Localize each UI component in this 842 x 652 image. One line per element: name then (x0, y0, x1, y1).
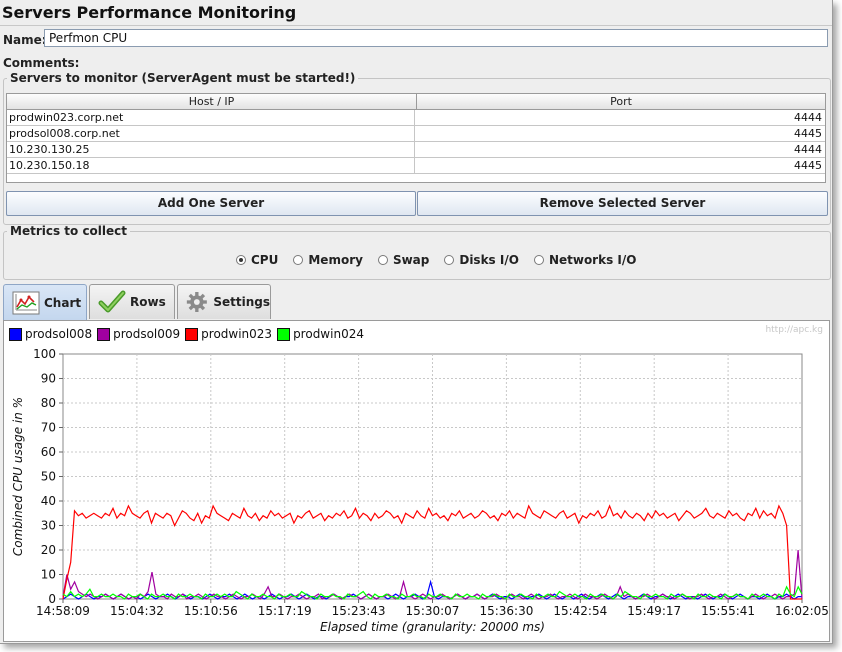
metrics-group: Metrics to collect (3, 224, 831, 280)
gear-icon (186, 291, 207, 313)
cpu-line-chart: 0 10 20 30 40 50 60 70 80 90 100 14:58:09 15:04:32 15… (11, 347, 829, 634)
app-window: Servers Performance Monitoring Name: Com… (0, 0, 833, 644)
chart-panel: prodsol008 prodsol009 prodwin023 prodwin… (3, 320, 830, 642)
legend-swatch (9, 327, 22, 341)
radio-label: Swap (392, 253, 430, 267)
remove-server-button[interactable]: Remove Selected Server (417, 191, 828, 216)
radio-cpu[interactable]: CPU (236, 253, 278, 267)
metrics-group-legend: Metrics to collect (10, 224, 128, 238)
table-row[interactable]: prodsol008.corp.net 4445 (7, 126, 825, 142)
tab-label: Rows (130, 295, 166, 309)
radio-disks-io[interactable]: Disks I/O (444, 253, 519, 267)
column-header-port[interactable]: Port (610, 95, 632, 108)
y-tick-label: 20 (41, 543, 56, 557)
port-cell[interactable]: 4444 (794, 111, 822, 124)
series-line-prodwin023 (62, 504, 802, 600)
legend-label: prodwin024 (293, 327, 364, 341)
radio-icon[interactable] (533, 255, 544, 265)
legend-item: prodsol009 (97, 327, 180, 341)
x-tick-label: 15:23:43 (332, 604, 386, 618)
series-line-prodwin024 (62, 585, 803, 600)
legend-item: prodsol008 (9, 327, 92, 341)
y-tick-label: 100 (33, 347, 56, 361)
servers-group-legend: Servers to monitor (ServerAgent must be … (10, 71, 356, 85)
chart-icon (12, 291, 40, 315)
y-tick-label: 80 (41, 396, 56, 410)
radio-memory[interactable]: Memory (293, 253, 363, 267)
radio-icon[interactable] (444, 255, 455, 265)
metrics-radio-group: CPU Memory Swap Disks I/O Networks I/O (236, 253, 651, 267)
x-tick-label: 15:42:54 (553, 604, 607, 618)
radio-swap[interactable]: Swap (377, 253, 430, 267)
tab-label: Chart (44, 296, 82, 310)
radio-networks-io[interactable]: Networks I/O (533, 253, 637, 267)
tab-chart[interactable]: Chart (3, 284, 87, 321)
host-cell[interactable]: prodsol008.corp.net (7, 126, 415, 141)
comments-label: Comments: (3, 56, 80, 70)
tab-settings[interactable]: Settings (177, 284, 271, 319)
legend-label: prodsol009 (113, 327, 181, 341)
y-axis-title: Combined CPU usage in % (11, 397, 25, 556)
y-tick-label: 50 (41, 470, 56, 484)
checkmark-icon (98, 290, 126, 313)
radio-icon[interactable] (293, 255, 304, 265)
legend-swatch (185, 327, 199, 341)
column-header-host[interactable]: Host / IP (7, 94, 417, 109)
y-tick-label: 40 (41, 494, 56, 508)
port-cell[interactable]: 4444 (794, 143, 822, 156)
name-label: Name: (3, 33, 47, 47)
radio-label: Disks I/O (459, 253, 519, 267)
table-row[interactable]: 10.230.130.25 4444 (7, 142, 825, 158)
page-title: Servers Performance Monitoring (2, 3, 297, 22)
table-header: Host / IP Port (7, 94, 825, 110)
radio-selected-icon[interactable] (236, 255, 246, 265)
legend-item: prodwin023 (185, 327, 272, 341)
x-tick-label: 15:10:56 (184, 604, 238, 618)
legend-label: prodwin023 (201, 327, 273, 341)
x-tick-label: 15:04:32 (110, 604, 164, 618)
port-cell[interactable]: 4445 (794, 159, 822, 172)
y-tick-label: 0 (48, 592, 56, 606)
tab-rows[interactable]: Rows (89, 284, 175, 319)
table-row[interactable]: prodwin023.corp.net 4444 (7, 110, 825, 126)
legend-label: prodsol008 (25, 327, 93, 341)
y-tick-label: 10 (41, 568, 56, 582)
radio-label: CPU (251, 253, 279, 267)
chart-legend: prodsol008 prodsol009 prodwin023 prodwin… (9, 327, 369, 341)
x-tick-label: 14:58:09 (36, 604, 90, 618)
y-tick-label: 70 (41, 421, 56, 435)
x-tick-label: 15:49:17 (627, 604, 681, 618)
x-tick-label: 16:02:05 (775, 604, 829, 618)
host-cell[interactable]: 10.230.130.25 (7, 142, 415, 157)
y-tick-label: 30 (41, 519, 56, 533)
x-tick-label: 15:55:41 (701, 604, 755, 618)
legend-swatch (277, 327, 291, 341)
x-tick-label: 15:17:19 (258, 604, 312, 618)
add-server-button[interactable]: Add One Server (6, 191, 416, 216)
servers-table[interactable]: Host / IP Port prodwin023.corp.net 4444 … (6, 93, 826, 183)
watermark: http://apc.kg (765, 325, 823, 335)
tab-label: Settings (213, 295, 270, 309)
x-tick-label: 15:30:07 (406, 604, 460, 618)
legend-swatch (97, 327, 111, 341)
name-input[interactable] (44, 29, 828, 47)
x-tick-label: 15:36:30 (479, 604, 533, 618)
legend-item: prodwin024 (277, 327, 364, 341)
y-tick-label: 90 (41, 372, 56, 386)
radio-label: Networks I/O (548, 253, 637, 267)
host-cell[interactable]: 10.230.150.18 (7, 158, 415, 173)
host-cell[interactable]: prodwin023.corp.net (7, 110, 415, 125)
table-row[interactable]: 10.230.150.18 4445 (7, 158, 825, 174)
x-axis-title: Elapsed time (granularity: 20000 ms) (320, 620, 545, 634)
port-cell[interactable]: 4445 (794, 127, 822, 140)
radio-label: Memory (308, 253, 363, 267)
title-divider (0, 25, 832, 26)
radio-icon[interactable] (377, 255, 388, 265)
y-tick-label: 60 (41, 445, 56, 459)
